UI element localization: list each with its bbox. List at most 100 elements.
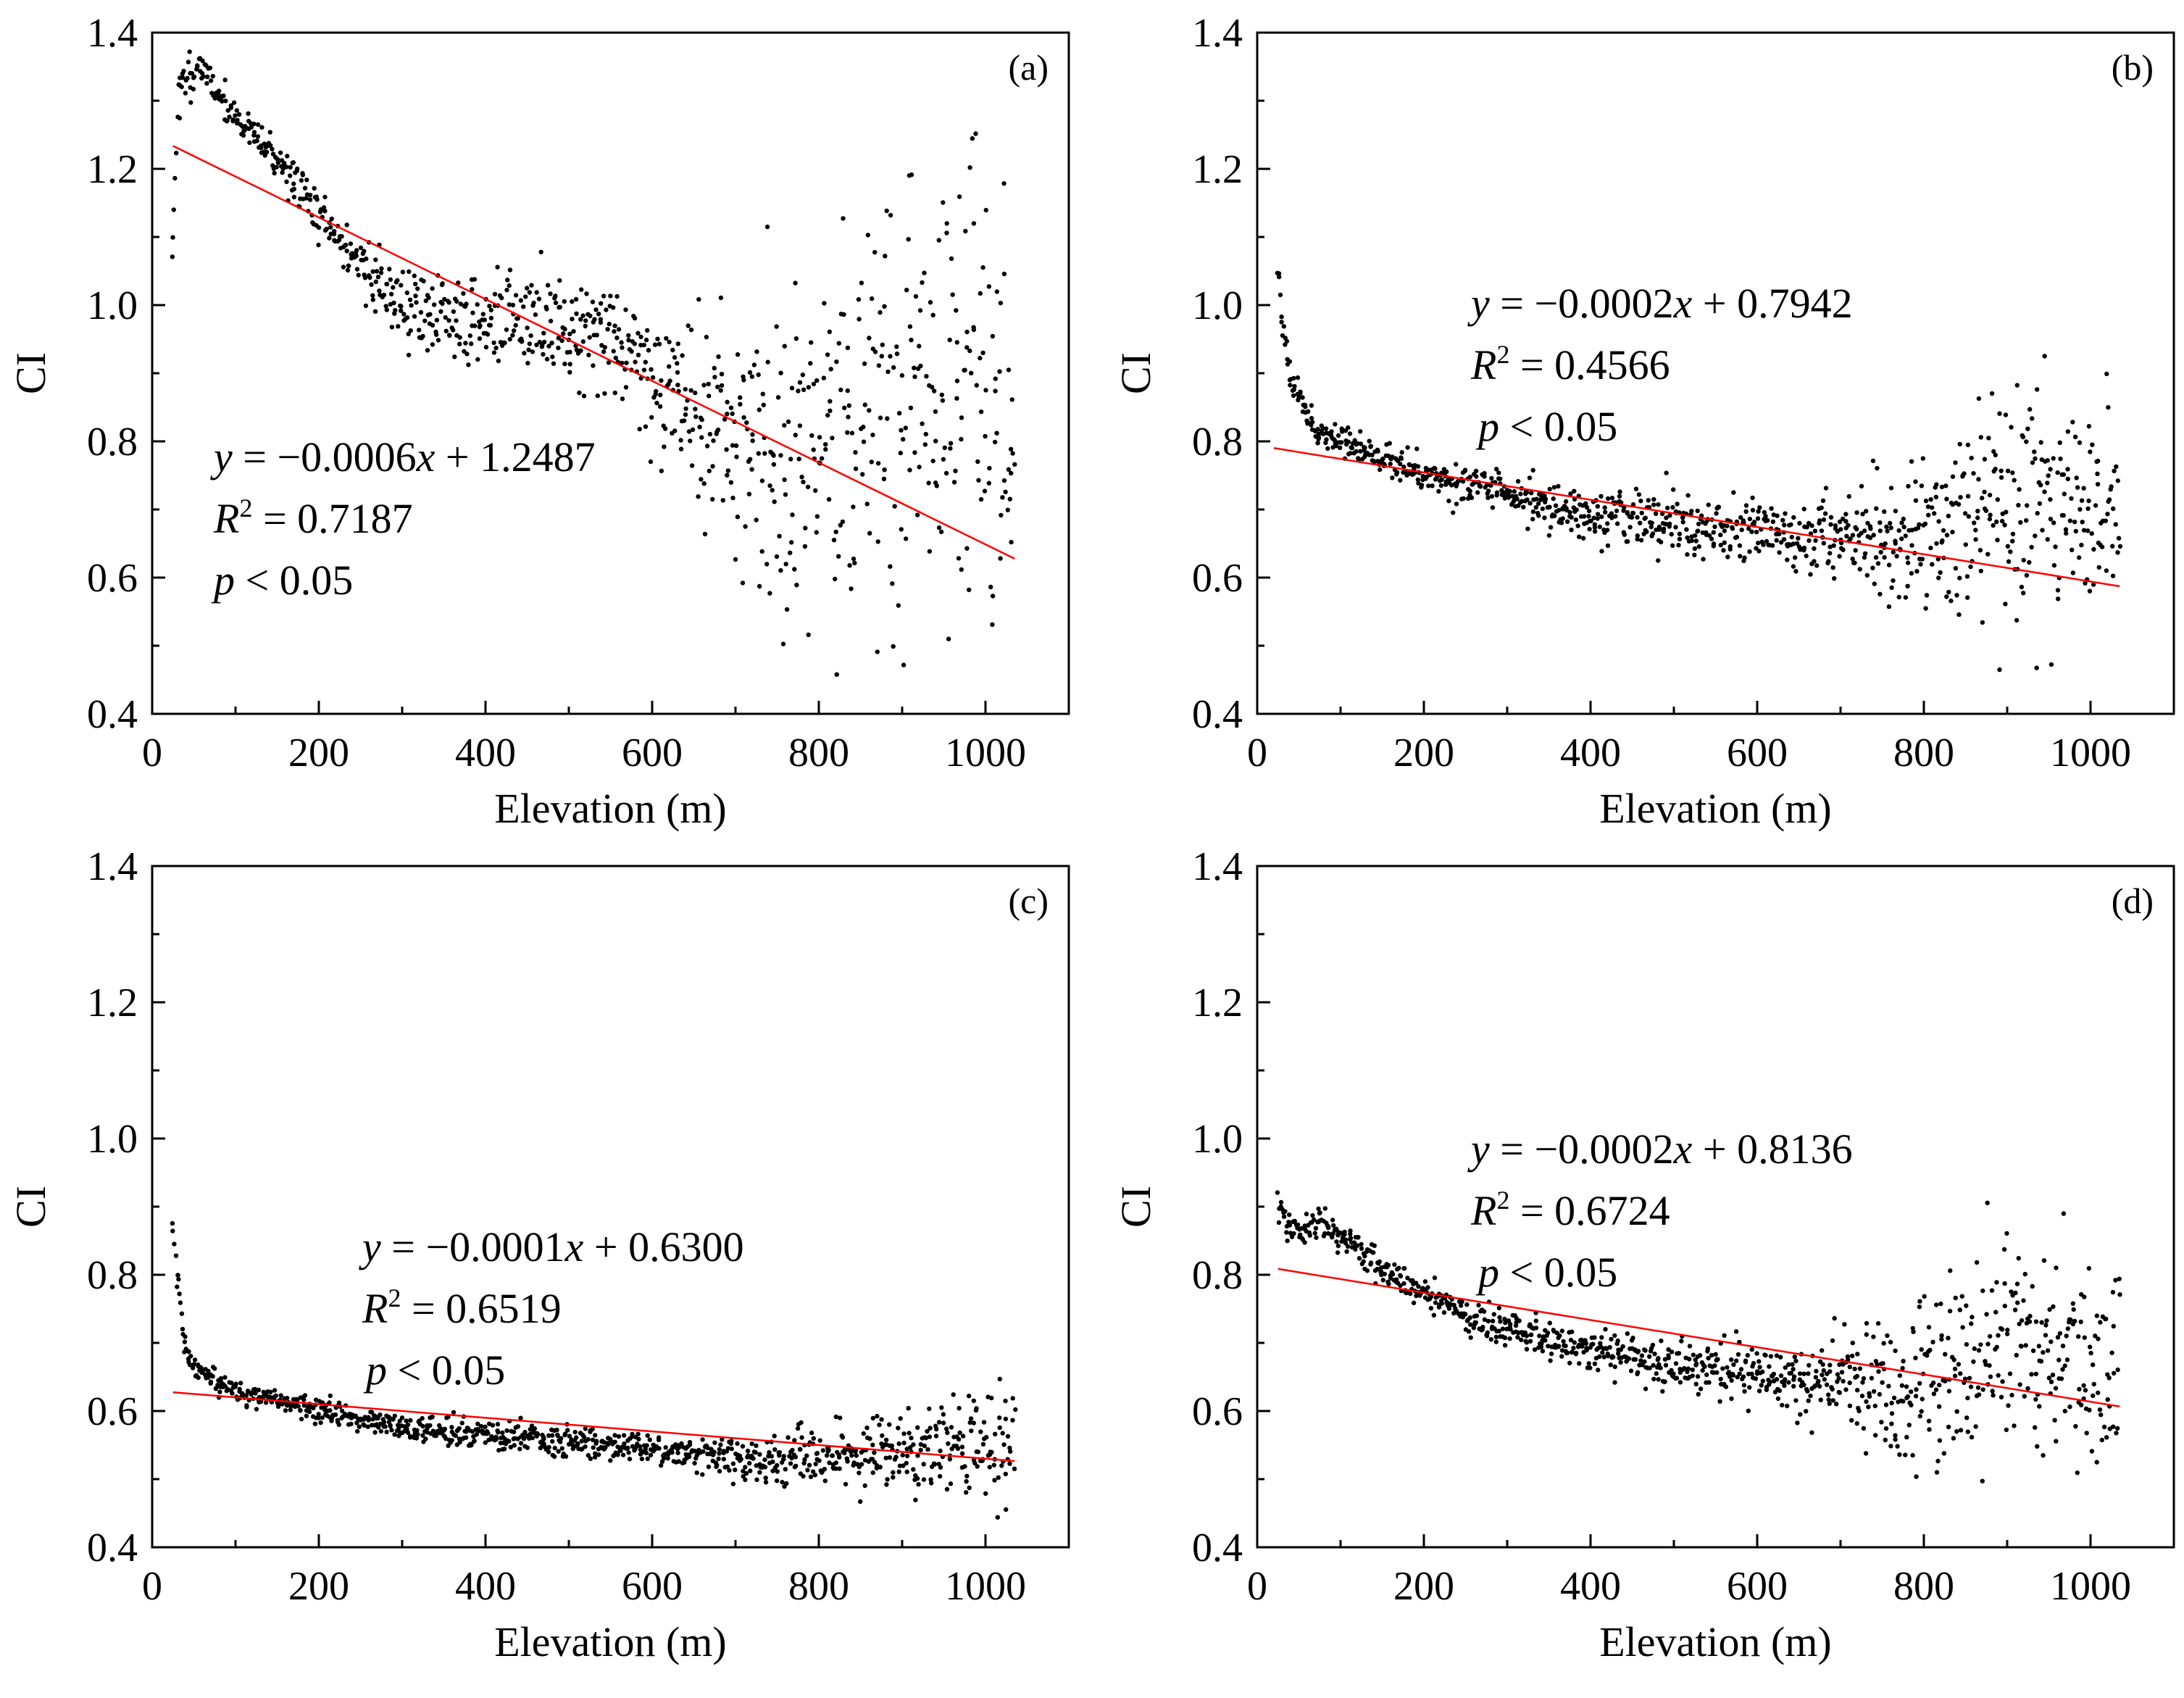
data-point [267, 130, 272, 135]
data-point [511, 1429, 517, 1435]
data-point [2024, 518, 2029, 523]
data-point [1635, 536, 1640, 542]
data-point [904, 1469, 909, 1475]
data-point [1592, 529, 1598, 534]
data-point [550, 1439, 555, 1444]
data-point [234, 108, 239, 113]
data-point [690, 427, 696, 433]
data-point [833, 576, 838, 582]
data-point [2041, 1349, 2046, 1355]
data-point [541, 1434, 546, 1440]
x-tick-label: 600 [622, 731, 683, 775]
data-point [1973, 537, 1978, 542]
data-point [1679, 1339, 1684, 1344]
data-point [936, 1420, 942, 1425]
data-point [370, 1417, 375, 1422]
data-point [1950, 530, 1955, 535]
data-point [1302, 1240, 1307, 1245]
data-point [1643, 1386, 1649, 1391]
data-point [822, 1467, 828, 1472]
data-point [2041, 1258, 2047, 1263]
data-point [1978, 568, 1983, 574]
data-point [1473, 1320, 1479, 1325]
data-point [590, 1426, 595, 1432]
data-point [2091, 1393, 2096, 1399]
data-point [1893, 1348, 1898, 1354]
data-point [719, 383, 725, 388]
data-point [440, 281, 445, 286]
data-point [475, 301, 480, 307]
data-point [1706, 1355, 1711, 1361]
data-point [1986, 436, 1991, 441]
data-point [748, 457, 753, 462]
data-point [554, 1427, 559, 1433]
data-point [1439, 1301, 1445, 1306]
data-point [1494, 493, 1499, 498]
data-point [894, 351, 900, 357]
data-point [688, 388, 693, 393]
data-point [1904, 1434, 1909, 1440]
data-point [452, 354, 457, 359]
data-point [1778, 540, 1784, 545]
panel-tag: (a) [1009, 47, 1049, 88]
data-point [1689, 509, 1694, 514]
data-point [383, 304, 388, 309]
data-point [327, 1400, 332, 1405]
data-point [970, 136, 975, 141]
data-point [1004, 1507, 1009, 1512]
data-point [2082, 528, 2087, 533]
data-point [548, 291, 553, 296]
data-point [274, 165, 279, 170]
data-point [1770, 543, 1775, 548]
data-point [729, 1439, 734, 1444]
data-point [1812, 1383, 1818, 1389]
data-point [2056, 596, 2061, 602]
data-point [1491, 1312, 1496, 1317]
data-point [1670, 504, 1675, 510]
data-point [182, 1339, 188, 1344]
data-point [175, 1273, 180, 1278]
data-point [2027, 1313, 2033, 1319]
data-point [1597, 1354, 1602, 1360]
data-point [1806, 538, 1812, 544]
data-point [1474, 1313, 1480, 1318]
data-point [801, 1473, 806, 1479]
data-point [173, 1253, 179, 1258]
data-point [896, 1441, 901, 1447]
y-tick-label: 1.2 [1192, 981, 1243, 1025]
data-point [1718, 1376, 1723, 1382]
data-point [172, 175, 178, 181]
p-value: p < 0.05 [363, 1347, 505, 1394]
x-tick-label: 200 [288, 731, 349, 775]
data-point [1847, 1403, 1853, 1409]
data-point [641, 367, 647, 373]
data-point [1859, 483, 1864, 489]
data-point [793, 280, 798, 286]
data-point [849, 430, 855, 436]
x-tick-label: 600 [1727, 731, 1788, 775]
data-point [885, 416, 890, 421]
data-point [1551, 496, 1556, 502]
data-point [770, 1459, 775, 1465]
data-point [1938, 1301, 1943, 1307]
data-point [654, 400, 659, 406]
data-point [577, 390, 582, 396]
data-point [1984, 1312, 1989, 1317]
data-point [1527, 1339, 1533, 1344]
data-point [204, 80, 209, 86]
data-point [1406, 462, 1412, 467]
data-point [1917, 1299, 1922, 1304]
data-point [556, 345, 561, 351]
x-tick-label: 0 [142, 1564, 162, 1609]
data-point [518, 298, 523, 303]
data-point [1857, 1366, 1863, 1371]
data-point [399, 1415, 405, 1420]
data-point [975, 459, 980, 465]
data-point [459, 1420, 464, 1426]
data-point [1923, 606, 1928, 611]
data-point [180, 1326, 186, 1332]
data-point [1922, 1294, 1927, 1299]
data-point [457, 335, 462, 340]
data-point [1853, 548, 1858, 553]
data-point [980, 1441, 986, 1447]
